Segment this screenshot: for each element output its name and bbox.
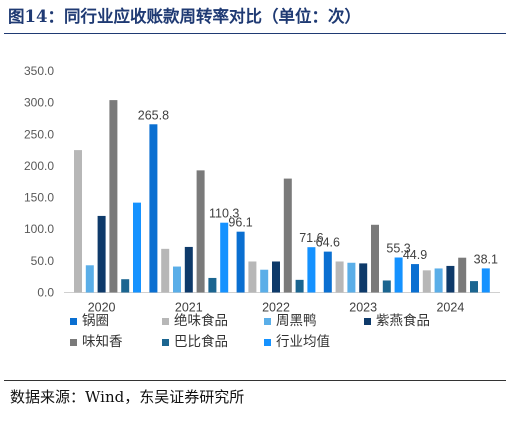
bar-2024-紫燕食品 bbox=[446, 265, 455, 293]
title-divider bbox=[4, 33, 506, 34]
x-tick-label: 2022 bbox=[262, 301, 290, 315]
bar-2020-味知香 bbox=[109, 100, 118, 293]
legend-label: 周黑鸭 bbox=[276, 313, 317, 329]
bar-2024-周黑鸭 bbox=[434, 268, 443, 293]
bar-2021-周黑鸭 bbox=[173, 266, 181, 293]
data-label: 64.6 bbox=[316, 236, 340, 250]
bar-2021-紫燕食品 bbox=[184, 246, 193, 293]
bar-chart: 0.0 50.0 100.0 150.0 200.0 250.0 300.0 350.0 202… bbox=[24, 64, 500, 350]
x-tick-label: 2020 bbox=[88, 301, 116, 315]
bar-2022-味知香 bbox=[283, 178, 292, 293]
source-divider bbox=[4, 380, 506, 381]
data-label: 44.9 bbox=[403, 248, 427, 262]
bar-2022-绝味食品 bbox=[248, 261, 257, 293]
bar-2021-绝味食品 bbox=[161, 248, 170, 293]
legend-label: 紫燕食品 bbox=[376, 312, 430, 329]
bar-2024-绝味食品 bbox=[422, 270, 431, 293]
data-label: 96.1 bbox=[228, 216, 252, 230]
data-label: 55.3 bbox=[386, 242, 410, 256]
legend-swatch bbox=[70, 318, 77, 325]
bar-2024-锅圈 bbox=[411, 264, 419, 293]
bar-2024-味知香 bbox=[458, 257, 467, 293]
bar-2020-巴比食品 bbox=[121, 279, 130, 293]
legend-label: 绝味食品 bbox=[174, 312, 228, 329]
legend-label: 巴比食品 bbox=[174, 333, 228, 350]
bar-2022-周黑鸭 bbox=[260, 269, 269, 293]
y-tick-label: 200.0 bbox=[24, 159, 54, 173]
legend-swatch bbox=[162, 339, 169, 346]
bar-2020-行业均值 bbox=[133, 202, 141, 293]
bar-2024-行业均值 bbox=[481, 268, 490, 293]
legend-swatch bbox=[162, 318, 169, 325]
y-tick-label: 150.0 bbox=[24, 191, 54, 205]
y-tick-label: 50.0 bbox=[31, 254, 55, 268]
bar-2023-味知香 bbox=[371, 224, 379, 293]
bar-2022-行业均值 bbox=[307, 247, 316, 293]
legend-swatch bbox=[364, 318, 371, 325]
legend-label: 行业均值 bbox=[276, 334, 330, 350]
bar-2021-锅圈 bbox=[149, 124, 158, 293]
bar-2024-巴比食品 bbox=[470, 281, 478, 293]
legend-swatch bbox=[264, 339, 271, 346]
bar-2020-周黑鸭 bbox=[85, 265, 94, 293]
bar-2022-锅圈 bbox=[236, 231, 245, 293]
x-tick-label: 2024 bbox=[436, 301, 464, 315]
bar-2021-味知香 bbox=[196, 170, 205, 293]
bar-2021-行业均值 bbox=[220, 222, 229, 293]
x-tick-label: 2023 bbox=[349, 301, 377, 315]
y-tick-label: 250.0 bbox=[24, 127, 54, 141]
y-tick-label: 0.0 bbox=[37, 286, 54, 300]
data-label: 71.6 bbox=[299, 231, 323, 245]
data-label: 265.8 bbox=[138, 108, 169, 122]
figure-title: 图14：同行业应收账款周转率对比（单位：次） bbox=[8, 7, 361, 26]
x-tick-label: 2021 bbox=[175, 301, 203, 315]
data-label: 110.3 bbox=[209, 207, 239, 221]
y-tick-label: 100.0 bbox=[24, 222, 54, 236]
bar-2020-紫燕食品 bbox=[97, 215, 106, 293]
source-note: 数据来源：Wind，东吴证券研究所 bbox=[10, 388, 245, 406]
bar-2023-巴比食品 bbox=[382, 280, 391, 293]
y-tick-label: 350.0 bbox=[24, 64, 54, 78]
bar-2020-绝味食品 bbox=[74, 150, 82, 293]
legend-label: 味知香 bbox=[82, 333, 123, 350]
data-label: 38.1 bbox=[474, 252, 498, 266]
y-tick-label: 300.0 bbox=[24, 96, 54, 110]
legend-label: 锅圈 bbox=[82, 313, 109, 329]
bar-2023-锅圈 bbox=[323, 251, 332, 293]
bar-2021-巴比食品 bbox=[208, 277, 217, 293]
bar-2023-紫燕食品 bbox=[359, 263, 368, 293]
bar-2022-紫燕食品 bbox=[272, 261, 280, 293]
bar-2023-行业均值 bbox=[394, 257, 403, 293]
legend-swatch bbox=[264, 318, 271, 325]
bar-2023-周黑鸭 bbox=[347, 262, 356, 293]
bar-2023-绝味食品 bbox=[335, 261, 344, 293]
legend-swatch bbox=[70, 339, 77, 346]
bar-2022-巴比食品 bbox=[295, 279, 304, 293]
